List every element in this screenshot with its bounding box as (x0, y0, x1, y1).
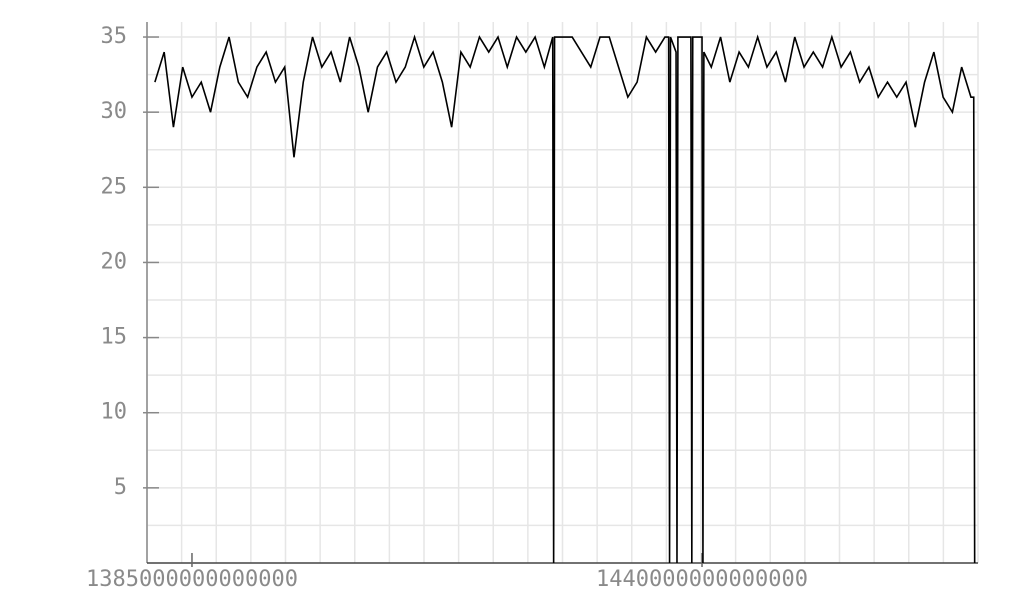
x-tick-label: 1440000000000000 (596, 567, 808, 592)
y-tick-label: 10 (101, 400, 128, 425)
y-tick-label: 35 (101, 24, 128, 49)
y-tick-label: 25 (101, 174, 128, 199)
y-tick-label: 20 (101, 249, 128, 274)
y-tick-label: 30 (101, 99, 128, 124)
y-tick-label: 5 (114, 475, 127, 500)
x-tick-label: 1385000000000000 (86, 567, 298, 592)
y-tick-label: 15 (101, 325, 128, 350)
data-line (154, 34, 976, 564)
